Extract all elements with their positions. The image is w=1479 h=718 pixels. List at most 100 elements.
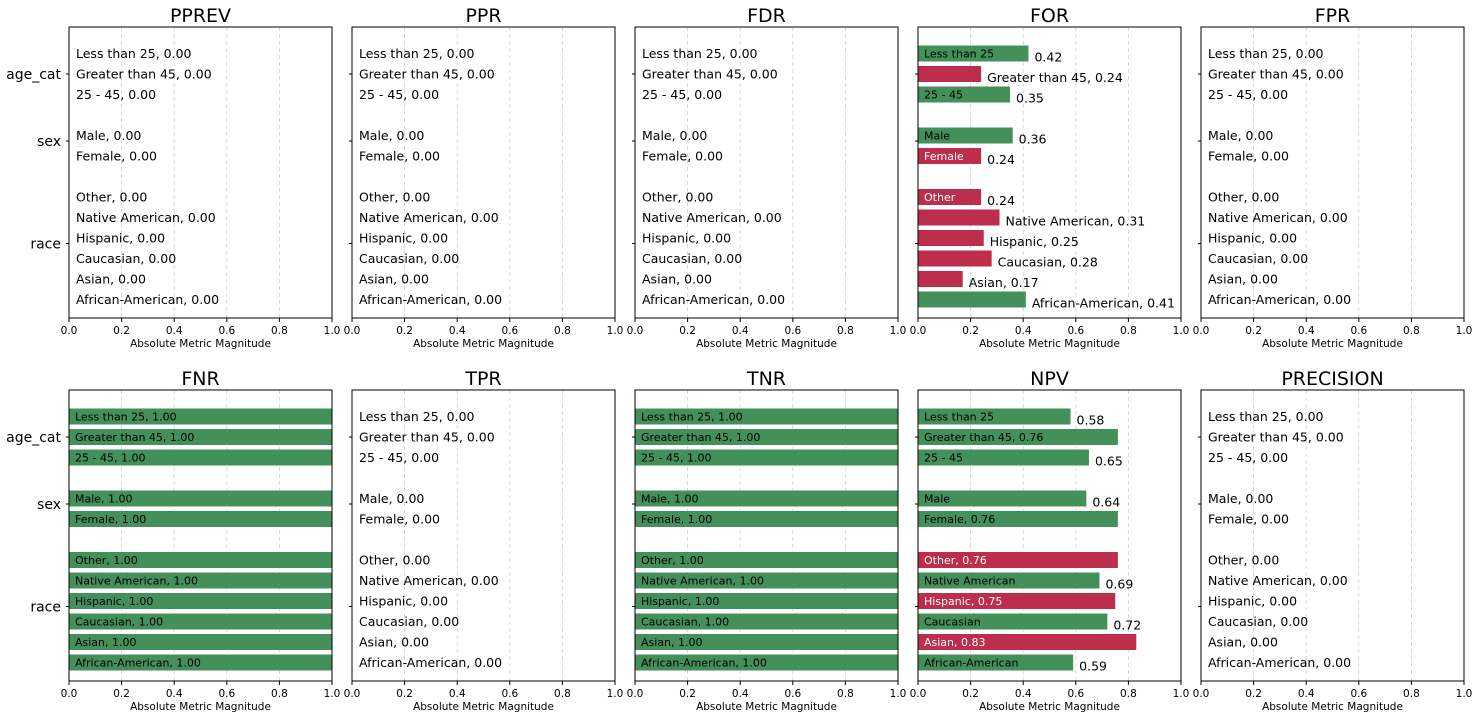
axes-frame xyxy=(634,389,899,682)
x-tick-label: 0.4 xyxy=(449,325,466,337)
x-tick-label: 0.2 xyxy=(1245,688,1262,700)
x-tick-label: 1.0 xyxy=(607,325,624,337)
x-tick-label: 0.2 xyxy=(679,688,696,700)
bar-25-45 xyxy=(69,449,332,466)
bar-label: Native American, 0.00 xyxy=(359,210,499,225)
bar-male xyxy=(69,490,332,507)
bar-less-than-25 xyxy=(918,45,1029,62)
bar-label: Less than 25, 0.00 xyxy=(1208,46,1324,61)
panel-title: FPR xyxy=(1315,5,1351,27)
x-tick-label: 1.0 xyxy=(324,688,341,700)
axes-frame xyxy=(634,26,899,319)
bar-male xyxy=(635,490,898,507)
x-tick-label: 0.6 xyxy=(218,325,235,337)
x-tick-label: 0.4 xyxy=(166,688,183,700)
bar-label: Male, 0.00 xyxy=(76,128,141,143)
x-axis-label: Absolute Metric Magnitude xyxy=(979,338,1120,350)
bar-value-label: 0.64 xyxy=(1092,495,1120,510)
bar-label: 25 - 45, 0.00 xyxy=(1208,87,1288,102)
bar-label: Male, 0.00 xyxy=(359,491,424,506)
bar-label: Less than 25, 0.00 xyxy=(642,46,758,61)
bar-label: 25 - 45, 1.00 xyxy=(641,452,711,465)
bar-caucasian xyxy=(918,613,1108,630)
bar-female xyxy=(918,148,982,164)
x-tick-label: 1.0 xyxy=(324,325,341,337)
bar-label: Native American, 1.00 xyxy=(641,575,764,588)
x-tick-label: 0.4 xyxy=(1015,688,1032,700)
x-tick-label: 0.0 xyxy=(627,325,644,337)
bar-other xyxy=(635,552,898,568)
x-tick-label: 0.4 xyxy=(1298,325,1315,337)
bar-label: African-American, 0.00 xyxy=(76,292,219,307)
x-axis-label: Absolute Metric Magnitude xyxy=(130,338,271,350)
x-tick-label: 0.0 xyxy=(910,325,927,337)
y-group-label: race xyxy=(30,237,61,253)
bar-label: Asian, 1.00 xyxy=(641,636,703,649)
x-axis-label: Absolute Metric Magnitude xyxy=(1262,701,1403,713)
bar-label: 25 - 45, 0.00 xyxy=(1208,450,1288,465)
x-tick-label: 0.4 xyxy=(1015,325,1032,337)
bar-less-than-25 xyxy=(635,408,898,425)
bar-label: 25 - 45, 1.00 xyxy=(75,452,145,465)
x-tick-label: 0.4 xyxy=(732,325,749,337)
bar-label: Hispanic, 0.00 xyxy=(1208,231,1297,246)
bar-hispanic xyxy=(918,593,1116,609)
bar-label: Caucasian, 0.00 xyxy=(1208,614,1308,629)
x-tick-label: 0.8 xyxy=(1120,688,1137,700)
bar-label: Female, 0.00 xyxy=(359,512,440,527)
x-tick-label: 0.2 xyxy=(679,325,696,337)
bar-label: Other, 0.00 xyxy=(359,553,430,568)
bar-hispanic xyxy=(918,230,984,246)
bar-label: Less than 25, 0.00 xyxy=(76,46,192,61)
x-tick-label: 0.6 xyxy=(1067,688,1084,700)
x-axis-label: Absolute Metric Magnitude xyxy=(1262,338,1403,350)
bar-label: Less than 25, 0.00 xyxy=(359,409,475,424)
bar-african-american xyxy=(69,654,332,671)
x-axis-label: Absolute Metric Magnitude xyxy=(130,701,271,713)
panel-title: PPR xyxy=(465,5,501,27)
x-tick-label: 0.6 xyxy=(1350,688,1367,700)
bar-asian xyxy=(918,271,963,287)
bar-label: Other, 0.00 xyxy=(642,190,713,205)
panel-title: FDR xyxy=(747,5,786,27)
axes-frame xyxy=(351,389,616,682)
bar-label: Asian, 0.00 xyxy=(359,272,429,287)
bar-label: Native American, 0.31 xyxy=(1006,214,1146,229)
bar-female xyxy=(635,511,898,527)
bar-label: Hispanic, 0.00 xyxy=(359,231,448,246)
x-tick-label: 0.6 xyxy=(784,325,801,337)
bar-value-label: 0.24 xyxy=(987,193,1015,208)
bar-label: Female, 0.00 xyxy=(1208,149,1289,164)
x-tick-label: 0.2 xyxy=(113,688,130,700)
bar-label: Female xyxy=(924,150,964,163)
x-tick-label: 0.0 xyxy=(61,325,78,337)
bar-label: Female, 0.00 xyxy=(1208,512,1289,527)
x-tick-label: 1.0 xyxy=(607,688,624,700)
bar-label: Hispanic, 1.00 xyxy=(75,595,153,608)
x-tick-label: 0.0 xyxy=(61,688,78,700)
bar-less-than-25 xyxy=(918,408,1071,425)
bar-label: Male, 0.00 xyxy=(1208,128,1273,143)
bar-male xyxy=(918,490,1087,507)
x-tick-label: 0.4 xyxy=(732,688,749,700)
bar-other xyxy=(918,552,1118,568)
bar-label: Greater than 45, 0.00 xyxy=(1208,67,1344,82)
x-tick-label: 0.6 xyxy=(501,688,518,700)
bar-label: Less than 25 xyxy=(924,411,994,424)
bar-label: Female, 0.00 xyxy=(76,149,157,164)
bar-label: Female, 0.00 xyxy=(359,149,440,164)
axes-frame xyxy=(68,389,333,682)
bar-african-american xyxy=(918,654,1074,671)
bar-native-american xyxy=(635,572,898,589)
bar-other xyxy=(69,552,332,568)
bar-label: Asian, 0.00 xyxy=(642,272,712,287)
bar-label: Native American, 0.00 xyxy=(1208,573,1348,588)
bar-asian xyxy=(635,634,898,650)
axes-frame xyxy=(917,389,1182,682)
x-tick-label: 0.4 xyxy=(1298,688,1315,700)
bar-label: Other xyxy=(924,191,956,204)
x-tick-label: 0.6 xyxy=(1350,325,1367,337)
x-tick-label: 1.0 xyxy=(1173,688,1190,700)
bar-label: Native American, 0.00 xyxy=(642,210,782,225)
